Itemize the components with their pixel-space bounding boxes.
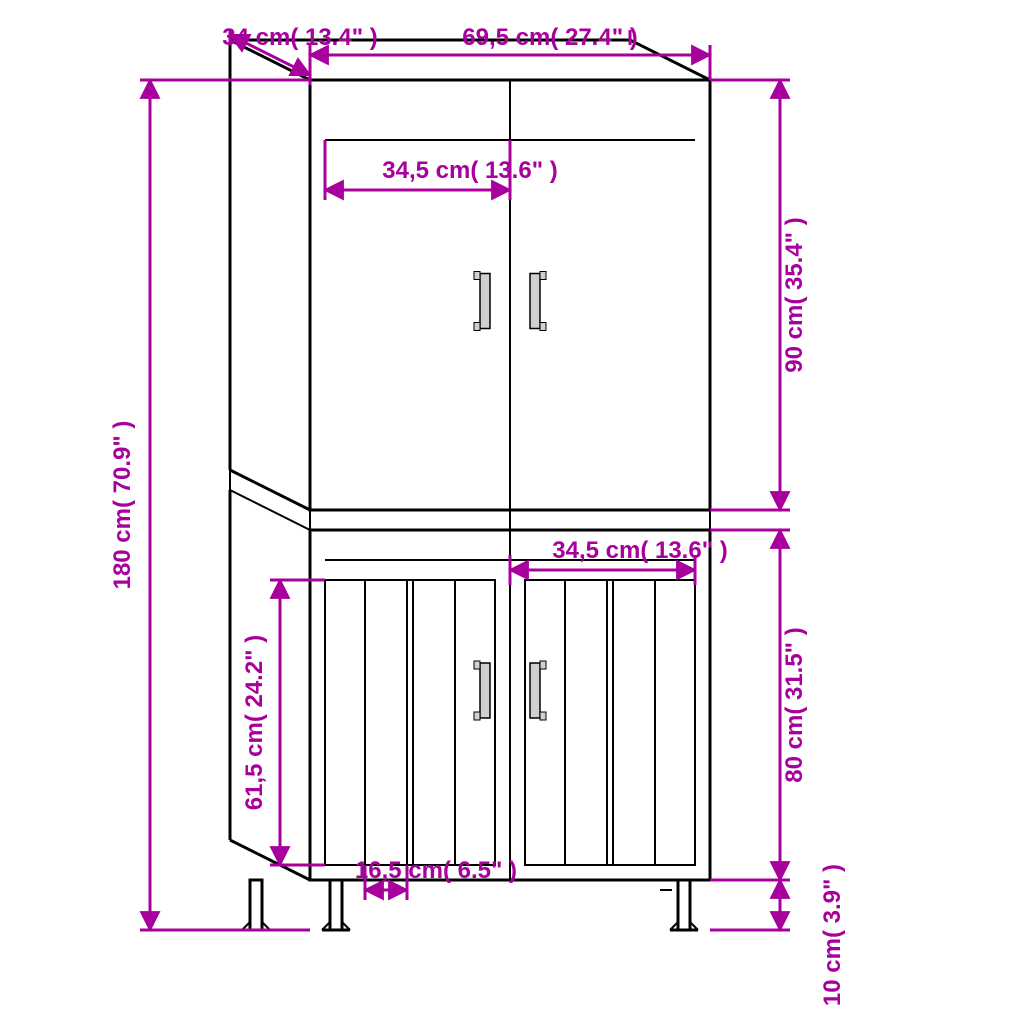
dim-leg-h: 10 cm( 3.9" ): [819, 864, 846, 1006]
door-handle: [480, 663, 490, 718]
dim-shelf-upper: 34,5 cm( 13.6" ): [382, 157, 557, 184]
door-handle: [480, 274, 490, 329]
door-handle: [530, 663, 540, 718]
dim-height-upper: 90 cm( 35.4" ): [781, 217, 808, 372]
dim-lower-door-h: 61,5 cm( 24.2" ): [241, 635, 268, 810]
dim-depth: 34 cm( 13.4" ): [222, 24, 377, 51]
dim-panel-w: 16,5 cm( 6.5" ): [355, 857, 517, 884]
dim-width: 69,5 cm( 27.4" ): [462, 24, 637, 51]
dim-height-lower: 80 cm( 31.5" ): [781, 627, 808, 782]
dim-shelf-lower: 34,5 cm( 13.6" ): [552, 537, 727, 564]
door-handle: [530, 274, 540, 329]
dimension-lines: 34 cm( 13.4" ) 69,5 cm( 27.4" ) 34,5 cm( 1…: [109, 24, 846, 1006]
dim-height-total: 180 cm( 70.9" ): [109, 421, 136, 590]
